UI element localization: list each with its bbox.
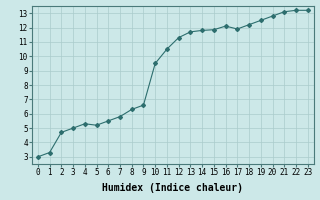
X-axis label: Humidex (Indice chaleur): Humidex (Indice chaleur) [102,183,243,193]
